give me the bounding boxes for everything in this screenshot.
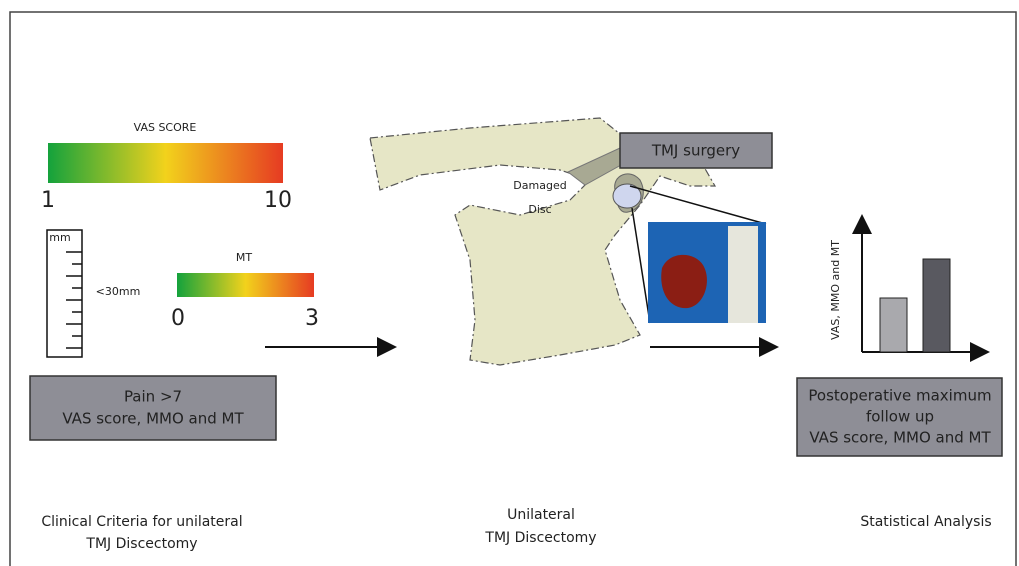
vas-gradient xyxy=(48,143,283,183)
axis-label: VAS, MMO and MT xyxy=(829,240,842,340)
outcome-line: Postoperative maximum xyxy=(808,387,991,405)
bar-illustration xyxy=(923,259,950,352)
criteria-box xyxy=(30,376,276,440)
mt-max: 3 xyxy=(305,306,319,331)
zoom-line xyxy=(630,186,766,224)
outcome-line: VAS score, MMO and MT xyxy=(809,429,991,447)
caption: Unilateral xyxy=(507,507,575,523)
disc-label: Disc xyxy=(528,203,551,216)
outcome-line: follow up xyxy=(866,408,934,426)
caption: TMJ Discectomy xyxy=(85,536,197,552)
caption: Statistical Analysis xyxy=(860,514,991,530)
criteria-line: Pain >7 xyxy=(124,388,182,406)
mt-title: MT xyxy=(236,251,252,264)
mt-gradient xyxy=(177,273,314,297)
disc-label: Damaged xyxy=(513,179,566,192)
photo-ruler xyxy=(728,226,758,323)
ruler-unit: mm xyxy=(49,231,70,244)
surgery-label: TMJ surgery xyxy=(651,142,740,160)
ruler xyxy=(47,230,82,357)
figure: VAS SCORE 1 10 mm <30mm MT 0 3 Pain >7 V… xyxy=(0,0,1019,566)
vas-max: 10 xyxy=(264,188,292,213)
ruler-threshold: <30mm xyxy=(96,285,141,298)
mt-min: 0 xyxy=(171,306,185,331)
vas-min: 1 xyxy=(41,188,55,213)
caption: Clinical Criteria for unilateral xyxy=(41,514,242,530)
bar-illustration xyxy=(880,298,907,352)
zoom-line xyxy=(632,208,650,323)
criteria-line: VAS score, MMO and MT xyxy=(62,410,244,428)
caption: TMJ Discectomy xyxy=(484,530,596,546)
vas-title: VAS SCORE xyxy=(134,121,197,134)
